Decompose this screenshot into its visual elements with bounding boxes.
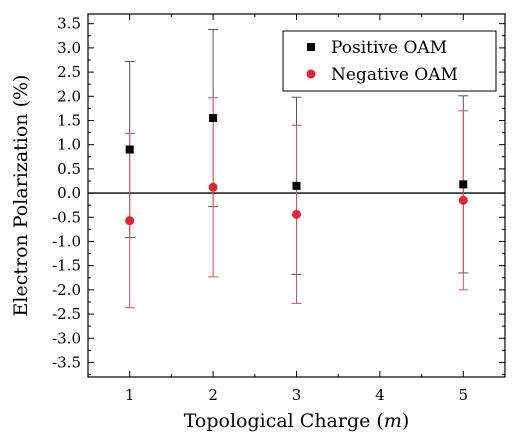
data-point-square [125, 145, 134, 154]
y-axis-label: Electron Polarization (%) [10, 75, 32, 317]
legend-marker-square [307, 43, 315, 51]
data-point-circle [292, 209, 301, 219]
legend-label: Negative OAM [331, 65, 458, 85]
y-tick-label: -3.0 [52, 329, 81, 347]
legend-marker-circle [306, 69, 316, 79]
x-axis-label: Topological Charge (m) [184, 410, 410, 432]
y-tick-label: 3.0 [57, 39, 81, 57]
y-tick-label: -2.5 [52, 305, 81, 323]
y-axis: -3.5 -3.0 -2.5 -2.0 -1.5 -1.0 -0.5 0.0 0.5 1.0 1.5… [52, 15, 505, 376]
x-tick-label: 4 [375, 386, 385, 404]
y-tick-label: -0.5 [52, 208, 81, 226]
data-point-square [209, 114, 218, 123]
legend-box [282, 30, 497, 92]
y-tick-label: 1.5 [57, 111, 81, 129]
data-point-square [459, 180, 468, 189]
data-point-circle [125, 216, 135, 226]
y-tick-label: -1.0 [52, 232, 81, 250]
x-tick-label: 3 [292, 386, 302, 404]
legend-label: Positive OAM [331, 38, 447, 58]
x-tick-label: 2 [208, 386, 218, 404]
y-tick-label: 0.5 [57, 160, 81, 178]
y-tick-label: 2.0 [57, 87, 81, 105]
x-tick-label: 1 [125, 386, 135, 404]
data-point-circle [208, 182, 218, 192]
y-tick-label: -2.0 [52, 281, 81, 299]
legend: Positive OAM Negative OAM [282, 30, 497, 92]
y-tick-label: -1.5 [52, 257, 81, 275]
y-tick-label: -3.5 [52, 353, 81, 371]
data-markers [125, 114, 468, 226]
x-tick-label: 5 [459, 386, 469, 404]
x-axis: 1 2 3 4 5 [125, 14, 468, 404]
y-tick-label: 2.5 [57, 63, 81, 81]
y-tick-label: 1.0 [57, 136, 81, 154]
y-tick-label: 0.0 [57, 184, 81, 202]
data-point-square [292, 181, 301, 190]
y-tick-label: 3.5 [57, 15, 81, 33]
data-point-circle [458, 195, 468, 205]
error-bars [124, 28, 469, 309]
